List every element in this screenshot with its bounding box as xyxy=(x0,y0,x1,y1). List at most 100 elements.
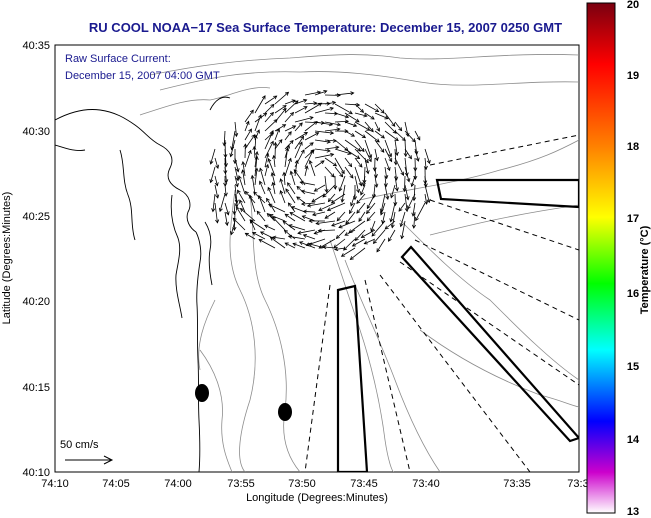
current-vector-arrow xyxy=(344,121,357,127)
current-vector-arrow xyxy=(224,202,229,215)
current-vector-arrowhead xyxy=(239,208,244,213)
current-vector-arrowhead xyxy=(344,114,350,119)
current-vector-arrowhead xyxy=(254,151,259,156)
current-vector-arrow xyxy=(301,202,316,205)
current-vector-arrow xyxy=(324,175,328,193)
current-vector-arrowhead xyxy=(360,108,365,113)
current-vector-arrow xyxy=(268,204,286,213)
current-vector-arrowhead xyxy=(269,111,274,117)
current-vector-arrow xyxy=(391,211,396,228)
current-vector-arrow xyxy=(264,119,278,132)
current-vector-arrowhead xyxy=(410,182,415,188)
current-vector-arrowhead xyxy=(282,220,287,225)
current-vector-arrowhead xyxy=(361,134,367,139)
current-vector-arrowhead xyxy=(287,182,291,187)
current-vector-arrowhead xyxy=(261,95,266,100)
current-vector-arrowhead xyxy=(272,154,277,160)
current-vector-arrowhead xyxy=(263,112,268,117)
current-vector-arrowhead xyxy=(302,209,307,214)
current-vector-arrow xyxy=(333,238,346,249)
current-vector-arrow xyxy=(318,229,336,232)
current-vector-arrowhead xyxy=(211,208,216,213)
current-vector-arrowhead xyxy=(423,183,428,188)
current-vector-arrowhead xyxy=(288,224,293,228)
scale-arrow xyxy=(65,455,114,465)
current-vector-arrow xyxy=(350,247,366,260)
x-axis-label: Longitude (Degrees:Minutes) xyxy=(246,492,388,504)
current-vector-arrowhead xyxy=(308,159,313,165)
current-vector-arrow xyxy=(271,172,276,186)
current-vector-arrowhead xyxy=(298,141,303,146)
bathymetry-contours xyxy=(139,54,579,472)
current-vector-arrowhead xyxy=(232,210,237,215)
current-vector-arrowhead xyxy=(315,132,320,136)
current-vector-arrowhead xyxy=(282,105,287,109)
current-vector-arrowhead xyxy=(398,127,403,132)
current-vector-arrow xyxy=(284,147,289,168)
current-vector-arrowhead xyxy=(358,182,363,187)
current-vector-arrow xyxy=(259,181,266,195)
current-vector-arrowhead xyxy=(306,203,312,208)
current-vector-arrowhead xyxy=(326,139,331,144)
current-vector-arrow xyxy=(294,116,314,123)
current-vector-arrowhead xyxy=(398,207,403,212)
current-vector-arrow xyxy=(316,220,336,225)
current-vector-arrow xyxy=(323,246,336,249)
current-vector-arrowhead xyxy=(304,165,309,170)
current-vector-arrow xyxy=(252,232,266,240)
current-vector-arrowhead xyxy=(294,100,299,105)
current-vector-arrowhead xyxy=(273,95,278,100)
current-vector-arrowhead xyxy=(330,199,336,204)
current-vector-arrowhead xyxy=(254,167,259,172)
current-vector-arrowhead xyxy=(225,211,230,216)
current-vector-arrow xyxy=(374,175,378,188)
current-vector-arrow xyxy=(380,193,386,213)
current-vector-arrow xyxy=(224,211,228,226)
current-vector-arrow xyxy=(314,107,334,114)
current-vector-arrow xyxy=(324,101,336,105)
current-vector-arrow xyxy=(294,132,308,141)
current-vector-arrow xyxy=(414,148,419,162)
current-vector-arrow xyxy=(341,247,356,257)
current-vector-arrowhead xyxy=(311,198,316,203)
current-vector-arrow xyxy=(304,121,318,132)
current-vector-arrowhead xyxy=(358,163,363,168)
current-vector-arrowhead xyxy=(297,230,302,235)
current-vector-arrow xyxy=(314,160,325,168)
current-vector-arrowhead xyxy=(331,222,336,227)
current-vector-arrowhead xyxy=(256,210,261,215)
current-vector-arrowhead xyxy=(287,157,292,162)
current-vector-arrowhead xyxy=(248,194,253,199)
current-vector-arrow xyxy=(344,148,360,159)
current-vector-arrow xyxy=(394,166,397,181)
current-vector-arrowhead xyxy=(370,227,375,233)
current-vector-arrow xyxy=(304,150,314,168)
current-vector-arrowhead xyxy=(366,217,371,222)
colorbar-tick-label: 15 xyxy=(627,361,639,373)
current-vector-arrowhead xyxy=(218,207,223,213)
current-vector-arrowhead xyxy=(214,182,219,187)
current-vector-arrowhead xyxy=(248,128,252,133)
current-vector-arrow xyxy=(274,139,283,150)
current-vector-arrowhead xyxy=(356,188,361,194)
current-vector-arrowhead xyxy=(388,237,392,242)
current-vector-arrow xyxy=(334,92,354,96)
current-vector-arrowhead xyxy=(215,194,220,199)
current-vector-arrowhead xyxy=(264,224,269,229)
current-vector-arrow xyxy=(384,220,396,230)
current-vector-arrow xyxy=(361,229,376,238)
current-vector-arrowhead xyxy=(340,253,346,257)
current-vector-arrowhead xyxy=(400,171,405,176)
current-vector-arrow xyxy=(224,148,227,167)
current-vector-arrowhead xyxy=(415,157,420,162)
current-vector-arrow xyxy=(304,102,317,105)
current-vector-arrowhead xyxy=(215,164,220,169)
current-vector-arrowhead xyxy=(407,205,411,210)
x-tick-label: 73:50 xyxy=(288,478,316,490)
current-vector-arrowhead xyxy=(300,201,306,206)
current-vector-arrowhead xyxy=(252,145,257,151)
current-vector-arrow xyxy=(269,214,286,222)
current-vector-arrowhead xyxy=(251,232,257,236)
current-vector-arrow xyxy=(294,160,298,177)
current-vector-arrow xyxy=(343,238,356,251)
